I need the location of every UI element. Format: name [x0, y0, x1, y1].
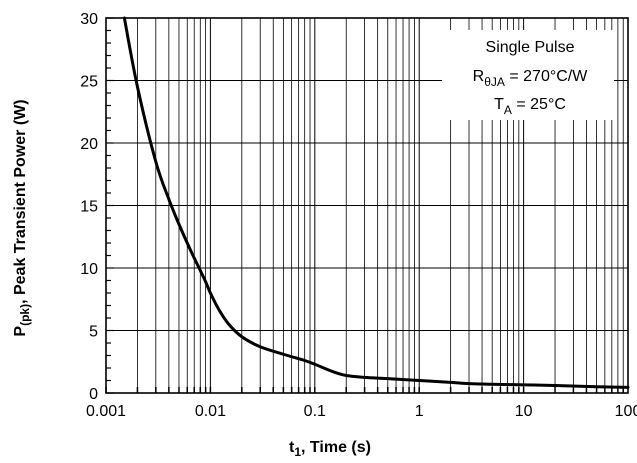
x-tick-label: 1	[415, 403, 424, 420]
y-tick-label: 10	[80, 261, 98, 278]
annotation-line-3: TA = 25°C	[494, 96, 566, 117]
y-tick-label: 20	[80, 136, 98, 153]
y-tick-label: 15	[80, 199, 98, 216]
x-tick-label: 0.1	[304, 403, 326, 420]
annotation-line-1: Single Pulse	[486, 39, 575, 56]
x-tick-label: 0.01	[195, 403, 226, 420]
plot-frame	[105, 17, 629, 394]
y-tick-label: 0	[89, 386, 98, 403]
y-tick-label: 5	[89, 324, 98, 341]
y-tick-label: 25	[80, 74, 98, 91]
x-tick-label: 100	[615, 403, 637, 420]
y-tick-labels: 0 5 10 15 20 25 30	[80, 11, 98, 403]
x-axis-title: t1, Time (s)	[289, 439, 371, 459]
grid-lines	[105, 17, 628, 394]
x-tick-label: 10	[515, 403, 533, 420]
annotation-background	[442, 30, 614, 120]
annotation-line-2: RθJA = 270°C/W	[473, 68, 589, 89]
y-tick-label: 30	[80, 11, 98, 28]
x-tick-label: 0.001	[86, 403, 126, 420]
power-curve	[122, 16, 630, 389]
x-tick-labels: 0.001 0.01 0.1 1 10 100	[86, 403, 637, 420]
y-axis-title: P(pk), Peak Transient Power (W)	[12, 99, 32, 336]
